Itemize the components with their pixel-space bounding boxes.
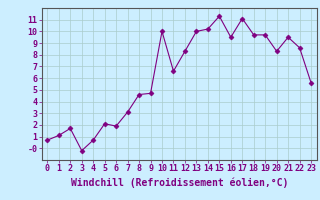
X-axis label: Windchill (Refroidissement éolien,°C): Windchill (Refroidissement éolien,°C) [70,177,288,188]
